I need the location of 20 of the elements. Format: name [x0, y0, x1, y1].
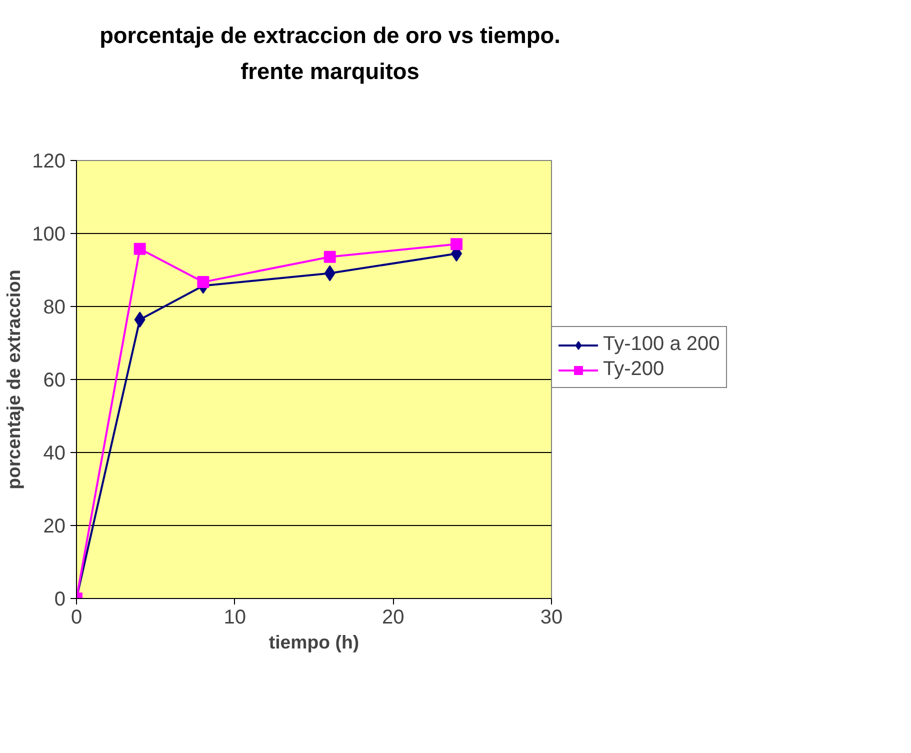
chart-title: porcentaje de extraccion de oro vs tiempo. frente marquitos: [100, 21, 560, 86]
y-tick-label: 60: [43, 370, 66, 392]
x-axis-title: tiempo (h): [268, 632, 360, 652]
y-tick-label: 0: [54, 588, 66, 610]
x-tick-label: 20: [382, 606, 404, 628]
point: [324, 250, 336, 263]
x-tick-label: 10: [224, 606, 246, 628]
legend-label: Ty-200: [603, 358, 664, 381]
point: [450, 238, 462, 250]
point: [134, 242, 146, 255]
y-tick-label: 80: [43, 296, 66, 318]
y-tick-label: 40: [43, 442, 66, 464]
y-tick-label: 100: [32, 224, 66, 246]
y-tick-label: 20: [43, 516, 66, 538]
y-tick-label: 120: [32, 150, 66, 172]
y-axis-title: porcentaje de extraccion: [3, 270, 24, 490]
point: [197, 276, 210, 288]
legend-label: Ty-100 a 200: [603, 333, 720, 356]
x-tick-label: 0: [70, 606, 82, 628]
x-tick-label: 30: [540, 606, 563, 628]
